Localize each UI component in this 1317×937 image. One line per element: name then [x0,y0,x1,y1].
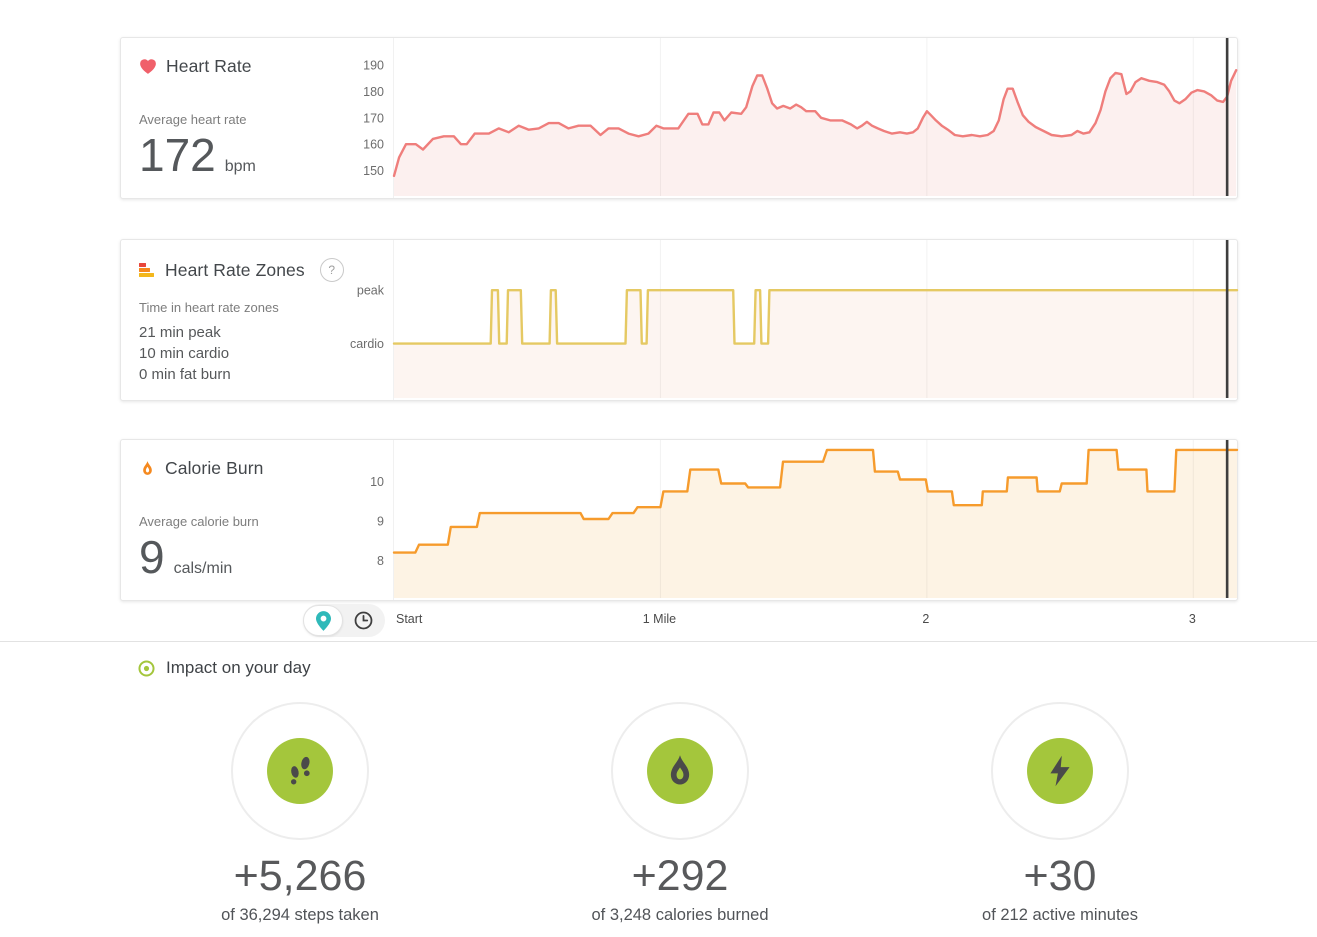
x-axis-label: 2 [922,612,930,626]
heart-rate-zones-panel: Heart Rate Zones ? Time in heart rate zo… [120,239,1239,401]
flame-icon [143,461,152,475]
heart-rate-chart[interactable]: 190 180 170 160 150 [363,38,1238,196]
target-icon [138,659,155,677]
svg-text:peak: peak [357,284,385,298]
calorie-burn-info: Calorie Burn Average calorie burn 9 cals… [121,440,393,600]
distance-toggle-button[interactable] [303,605,343,636]
impact-cards: +5,266 of 36,294 steps taken +292 of 3,2… [110,702,1250,925]
help-icon[interactable]: ? [319,258,344,282]
average-heart-rate-value: 172 [139,129,216,181]
stat-label: Average heart rate [139,112,247,127]
svg-text:cardio: cardio [350,337,384,351]
x-axis-labels: Start 1 Mile 2 3 [393,612,1238,632]
panel-title: Heart Rate Zones [165,259,305,280]
svg-text:170: 170 [363,111,384,125]
x-axis-label: Start [396,612,423,626]
active-minutes-caption: of 212 active minutes [982,906,1138,924]
heart-rate-unit: bpm [224,158,256,175]
calories-impact-card: +292 of 3,248 calories burned [490,702,870,925]
x-axis-label: 3 [1188,612,1196,626]
active-minutes-delta: +30 [1023,852,1097,900]
heart-rate-zones-icon [139,263,156,277]
heart-rate-zones-info: Heart Rate Zones ? Time in heart rate zo… [121,240,393,400]
footsteps-icon [290,756,310,785]
lightning-bolt-icon [1050,755,1070,787]
clock-icon [354,611,372,630]
stat-label: Average calorie burn [139,514,259,529]
x-axis-mode-toggle [303,604,385,637]
peak-minutes: 21 min peak [139,324,221,341]
average-calorie-burn-value: 9 [139,531,165,583]
steps-impact-card: +5,266 of 36,294 steps taken [110,702,490,925]
panel-title: Calorie Burn [165,458,264,478]
section-divider [0,641,1317,642]
calories-circle [611,702,749,840]
calories-caption: of 3,248 calories burned [591,906,769,924]
calorie-burn-chart[interactable]: 10 9 8 [370,440,1239,598]
svg-text:10: 10 [370,475,384,489]
svg-text:150: 150 [363,164,384,178]
impact-title: Impact on your day [166,658,311,677]
active-minutes-circle [991,702,1129,840]
location-pin-icon [315,610,331,631]
panel-title: Heart Rate [166,56,252,76]
heart-icon [140,59,156,74]
stat-label: Time in heart rate zones [139,300,279,315]
svg-text:160: 160 [363,138,384,152]
calories-delta: +292 [631,852,729,900]
heart-rate-panel: Heart Rate Average heart rate 172 bpm 19… [120,37,1238,199]
x-axis-label: 1 Mile [642,612,677,626]
steps-delta: +5,266 [233,852,367,900]
svg-text:180: 180 [363,85,384,99]
svg-text:8: 8 [377,554,384,568]
impact-header: Impact on your day [137,658,311,678]
calorie-burn-unit: cals/min [173,560,233,577]
cardio-minutes: 10 min cardio [139,345,230,362]
fat-burn-minutes: 0 min fat burn [139,366,231,383]
svg-text:9: 9 [377,514,384,528]
heart-rate-info: Heart Rate Average heart rate 172 bpm [121,38,393,198]
svg-text:190: 190 [363,58,384,72]
time-toggle-button[interactable] [343,604,383,637]
steps-caption: of 36,294 steps taken [221,906,379,924]
calorie-burn-panel: Calorie Burn Average calorie burn 9 cals… [120,439,1239,601]
flame-impact-icon [670,755,690,785]
steps-circle [231,702,369,840]
heart-rate-zones-chart[interactable]: peak cardio [350,240,1239,398]
active-minutes-impact-card: +30 of 212 active minutes [870,702,1250,925]
